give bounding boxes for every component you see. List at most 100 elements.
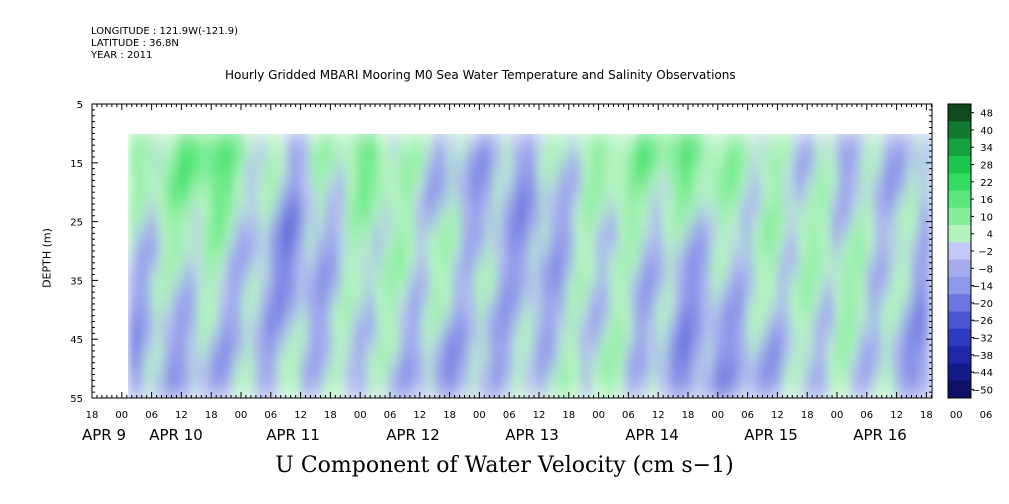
heatmap-cell [413, 180, 418, 187]
heatmap-cell [216, 327, 221, 334]
heatmap-cell [445, 298, 450, 305]
heatmap-cell [561, 368, 567, 376]
heatmap-cell [304, 362, 310, 370]
heatmap-cell [256, 145, 262, 152]
heatmap-cell [497, 286, 502, 293]
heatmap-cell [401, 245, 406, 252]
heatmap-cell [368, 286, 374, 293]
heatmap-cell [465, 239, 470, 246]
heatmap-cell [308, 251, 314, 258]
heatmap-cell [188, 374, 193, 381]
heatmap-cell [356, 333, 362, 340]
heatmap-cell [304, 239, 310, 246]
heatmap-cell [372, 327, 378, 334]
heatmap-cell [152, 303, 157, 311]
heatmap-cell [372, 350, 378, 358]
heatmap-cell [212, 345, 217, 352]
heatmap-cell [264, 333, 270, 340]
heatmap-cell [144, 180, 149, 187]
heatmap-cell [300, 315, 306, 323]
heatmap-cell [513, 151, 519, 158]
heatmap-cell [248, 221, 254, 229]
heatmap-cell [461, 345, 466, 352]
heatmap-cell [429, 274, 434, 281]
heatmap-cell [220, 380, 225, 387]
heatmap-cell [549, 298, 555, 305]
heatmap-cell [324, 239, 330, 246]
heatmap-cell [413, 262, 418, 270]
heatmap-cell [348, 145, 354, 152]
heatmap-cell [521, 339, 527, 346]
heatmap-cell [152, 174, 157, 182]
heatmap-cell [429, 392, 434, 398]
heatmap-cell [204, 268, 209, 276]
heatmap-cell [501, 345, 506, 352]
heatmap-cell [144, 386, 149, 393]
heatmap-cell [569, 145, 575, 152]
heatmap-cell [461, 356, 466, 364]
heatmap-cell [340, 256, 346, 264]
heatmap-cell [413, 374, 418, 381]
heatmap-cell [340, 356, 346, 364]
heatmap-cell [445, 192, 450, 199]
heatmap-cell [388, 151, 394, 158]
heatmap-cell [344, 256, 350, 264]
heatmap-cell [128, 339, 133, 346]
heatmap-cell [168, 227, 173, 234]
heatmap-cell [376, 298, 382, 305]
heatmap-cell [505, 209, 511, 217]
heatmap-cell [216, 339, 221, 346]
heatmap-cell [553, 139, 559, 146]
heatmap-cell [533, 186, 539, 193]
heatmap-cell [212, 298, 217, 305]
heatmap-cell [356, 203, 362, 211]
heatmap-cell [461, 215, 466, 223]
heatmap-cell [493, 251, 498, 258]
heatmap-cell [144, 333, 149, 340]
heatmap-cell [493, 145, 498, 152]
heatmap-cell [461, 315, 466, 323]
heatmap-cell [228, 134, 233, 140]
heatmap-cell [132, 350, 137, 358]
heatmap-cell [352, 192, 358, 199]
heatmap-cell [324, 245, 330, 252]
heatmap-cell [565, 203, 571, 211]
heatmap-cell [392, 203, 398, 211]
heatmap-cell [176, 350, 181, 358]
heatmap-cell [473, 174, 478, 182]
heatmap-cell [160, 256, 165, 264]
heatmap-cell [248, 350, 254, 358]
heatmap-cell [409, 156, 414, 164]
heatmap-cell [485, 356, 490, 364]
heatmap-cell [513, 162, 519, 170]
heatmap-cell [284, 239, 290, 246]
heatmap-cell [200, 203, 205, 211]
heatmap-cell [140, 145, 145, 152]
heatmap-cell [212, 362, 217, 370]
heatmap-cell [489, 327, 494, 334]
heatmap-cell [525, 203, 531, 211]
heatmap-cell [545, 156, 551, 164]
heatmap-cell [288, 380, 294, 387]
heatmap-cell [509, 245, 515, 252]
heatmap-cell [316, 245, 322, 252]
heatmap-cell [232, 339, 237, 346]
heatmap-cell [256, 186, 262, 193]
heatmap-cell [240, 298, 246, 305]
heatmap-cell [364, 350, 370, 358]
heatmap-cell [232, 134, 237, 140]
heatmap-cell [517, 280, 523, 287]
heatmap-cell [216, 186, 221, 193]
heatmap-cell [433, 209, 438, 217]
heatmap-cell [525, 356, 531, 364]
heatmap-cell [264, 145, 270, 152]
heatmap-cell [388, 339, 394, 346]
heatmap-cell [240, 374, 246, 381]
heatmap-cell [300, 350, 306, 358]
heatmap-cell [549, 356, 555, 364]
heatmap-cell [236, 327, 242, 334]
heatmap-cell [236, 303, 242, 311]
heatmap-cell [525, 227, 531, 234]
heatmap-cell [328, 227, 334, 234]
heatmap-cell [364, 233, 370, 240]
